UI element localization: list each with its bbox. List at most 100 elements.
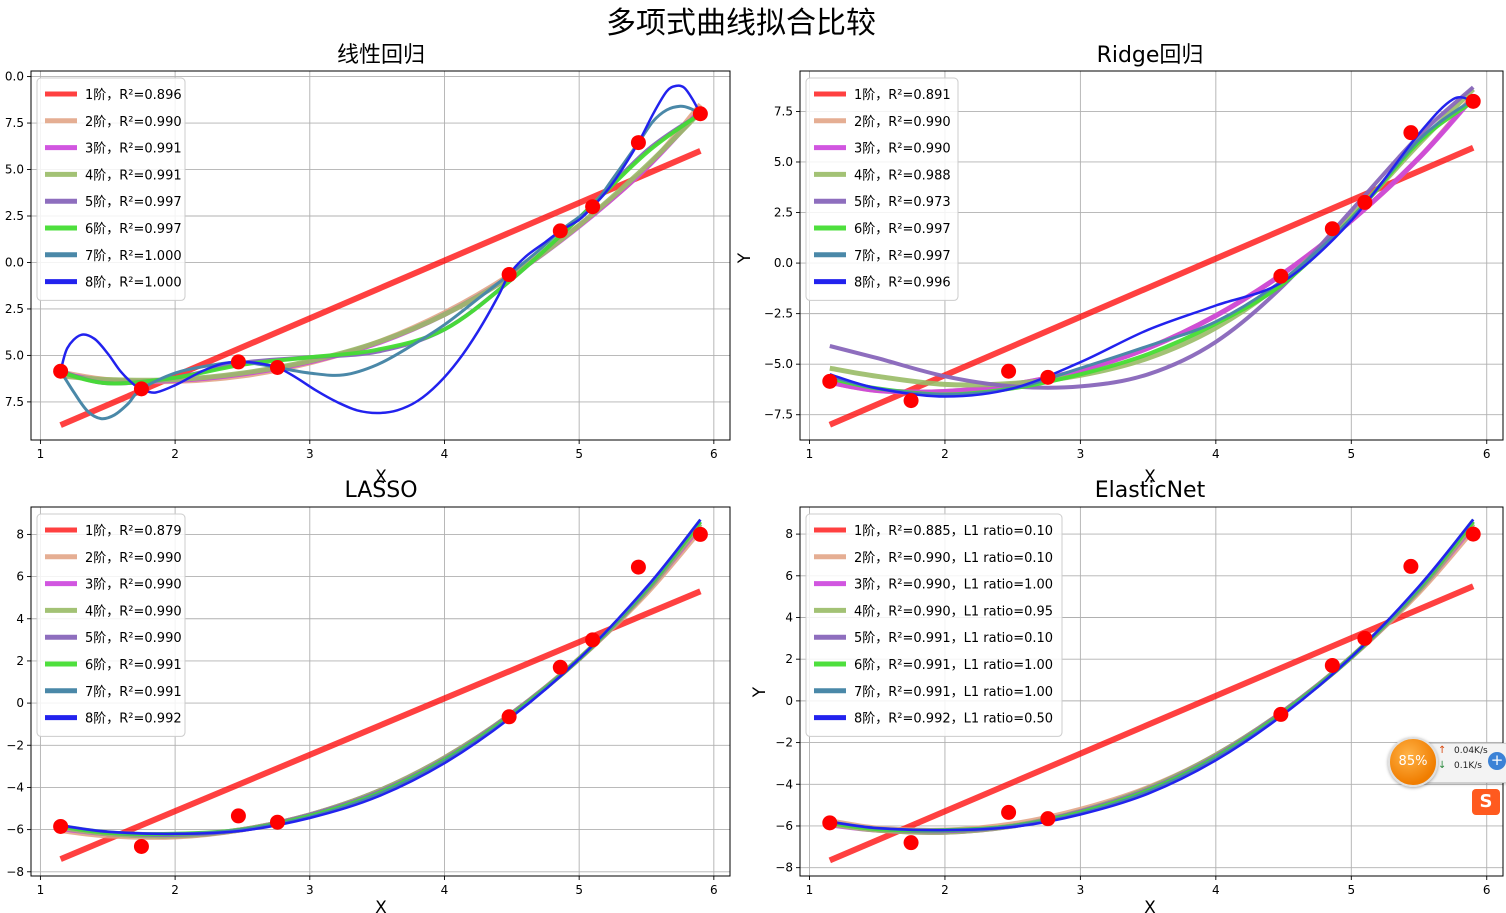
y-tick-label: 2 — [16, 654, 24, 668]
x-tick-label: 1 — [806, 883, 814, 897]
legend-entry: 6阶，R²=0.997 — [85, 222, 182, 237]
subplot-title: ElasticNet — [1095, 478, 1206, 503]
series-line-order-8 — [829, 96, 1474, 398]
y-tick-label: 5.0 — [5, 163, 24, 177]
x-axis-label: X — [375, 467, 387, 487]
legend-entry: 8阶，R²=0.992 — [85, 712, 182, 727]
sogou-ime-icon[interactable]: S — [1472, 789, 1500, 815]
x-tick-label: 5 — [575, 447, 583, 461]
legend-entry: 1阶，R²=0.885，L1 ratio=0.10 — [854, 524, 1053, 539]
legend-entry: 5阶，R²=0.973 — [854, 195, 951, 210]
subplot-title: Ridge回归 — [1097, 43, 1204, 68]
y-axis-label: Y — [735, 252, 755, 264]
x-tick-label: 2 — [941, 883, 949, 897]
data-point — [501, 267, 517, 283]
legend-entry: 5阶，R²=0.990 — [85, 631, 182, 646]
y-tick-label: 0 — [16, 696, 24, 710]
data-point — [1357, 630, 1373, 646]
y-tick-label: 4 — [785, 610, 793, 624]
y-tick-label: −6 — [6, 823, 24, 837]
data-point — [692, 526, 708, 542]
x-tick-label: 1 — [37, 883, 45, 897]
y-tick-label: −2 — [6, 738, 24, 752]
data-point — [230, 808, 246, 824]
legend-entry: 5阶，R²=0.991，L1 ratio=0.10 — [854, 631, 1053, 646]
legend-entry: 4阶，R²=0.990 — [85, 604, 182, 619]
data-point — [552, 223, 568, 239]
axes-frame — [799, 70, 1504, 441]
y-tick-label: 0.0 — [774, 256, 793, 270]
data-point — [53, 818, 69, 834]
plot-area: 1 2 3 4 5 6 −7.5 −5.0 −2.5 0.0 2.5 5.0 7.5 1阶，R²=0.89… — [764, 70, 1504, 461]
plot-area: 1 2 3 4 5 6 −8 −6 −4 −2 0 2 4 6 8 1阶，R²=0.879 2阶，R²=0.99… — [6, 506, 731, 897]
legend-entry: 6阶，R²=0.997 — [854, 222, 951, 237]
subplot-title: LASSO — [344, 478, 417, 503]
axes-frame — [30, 70, 731, 441]
data-point — [552, 659, 568, 675]
legend-entry: 3阶，R²=0.990，L1 ratio=1.00 — [854, 578, 1053, 593]
data-point — [1403, 558, 1419, 574]
y-tick-label: 0.0 — [5, 70, 24, 84]
data-point — [630, 559, 646, 575]
series-line-order-8 — [829, 518, 1475, 832]
x-tick-label: 4 — [1212, 447, 1220, 461]
legend-entry: 4阶，R²=0.988 — [854, 168, 951, 183]
download-arrow-icon: ↓ — [1438, 760, 1447, 771]
figure-suptitle: 多项式曲线拟合比较 — [606, 6, 876, 41]
legend-entry: 2阶，R²=0.990，L1 ratio=0.10 — [854, 551, 1053, 566]
y-tick-label: 2.5 — [5, 302, 24, 316]
data-point — [1001, 363, 1017, 379]
y-tick-label: −8 — [6, 865, 24, 879]
x-tick-label: 5 — [575, 883, 583, 897]
cpu-usage-ball[interactable]: 85% — [1388, 737, 1438, 787]
legend-box — [36, 77, 186, 301]
data-point — [1273, 706, 1289, 722]
plot-area: 1 2 3 4 5 6 7.5 5.0 2.5 0.0 2.5 5.0 7.5 0.0 1阶，R²=0.89… — [5, 70, 731, 461]
x-tick-label: 3 — [306, 447, 314, 461]
legend-entry: 2阶，R²=0.990 — [854, 115, 951, 130]
data-point — [1040, 811, 1056, 827]
subplot-linear: 线性回归 1 2 3 4 5 6 7.5 5.0 2.5 0.0 2.5 5.0 7.5 0.0 1阶，R²… — [5, 43, 731, 487]
y-tick-label: −4 — [775, 777, 793, 791]
data-point — [1040, 369, 1056, 385]
legend-entry: 6阶，R²=0.991 — [85, 658, 182, 673]
legend-entry: 4阶，R²=0.991 — [85, 168, 182, 183]
network-monitor-widget[interactable]: 85% ↑ 0.04K/s ↓ 0.1K/s + — [1388, 736, 1506, 787]
legend-entry: 4阶，R²=0.990，L1 ratio=0.95 — [854, 604, 1053, 619]
y-tick-label: 2.5 — [774, 206, 793, 220]
y-tick-label: 0 — [785, 694, 793, 708]
y-tick-label: 4 — [16, 612, 24, 626]
y-tick-label: −4 — [6, 780, 24, 794]
data-point — [630, 135, 646, 151]
legend-entry: 2阶，R²=0.990 — [85, 115, 182, 130]
legend-entry: 1阶，R²=0.896 — [85, 88, 182, 103]
expand-plus-icon[interactable]: + — [1488, 752, 1506, 770]
y-tick-label: 2.5 — [5, 209, 24, 223]
y-tick-label: −6 — [775, 819, 793, 833]
data-point — [903, 393, 919, 409]
data-point — [269, 814, 285, 830]
legend-entry: 1阶，R²=0.891 — [854, 88, 951, 103]
y-tick-label: 2 — [785, 652, 793, 666]
x-tick-label: 3 — [1077, 883, 1085, 897]
legend-entry: 8阶，R²=0.996 — [854, 276, 951, 291]
data-point — [822, 815, 838, 831]
data-point — [692, 106, 708, 122]
legend-entry: 7阶，R²=0.991，L1 ratio=1.00 — [854, 685, 1053, 700]
data-point — [1357, 194, 1373, 210]
y-axis-label: Y — [750, 686, 770, 698]
y-tick-label: 5.0 — [5, 348, 24, 362]
data-point — [585, 632, 601, 648]
data-point — [269, 360, 285, 376]
y-tick-label: −2 — [775, 736, 793, 750]
legend-entry: 7阶，R²=1.000 — [85, 249, 182, 264]
data-point — [1324, 221, 1340, 237]
x-tick-label: 4 — [441, 447, 449, 461]
x-tick-label: 6 — [1483, 447, 1491, 461]
axes-frame — [30, 506, 731, 877]
x-tick-label: 6 — [710, 883, 718, 897]
x-tick-label: 1 — [37, 447, 45, 461]
data-point — [133, 838, 149, 854]
x-tick-label: 2 — [171, 447, 179, 461]
data-point — [585, 199, 601, 215]
